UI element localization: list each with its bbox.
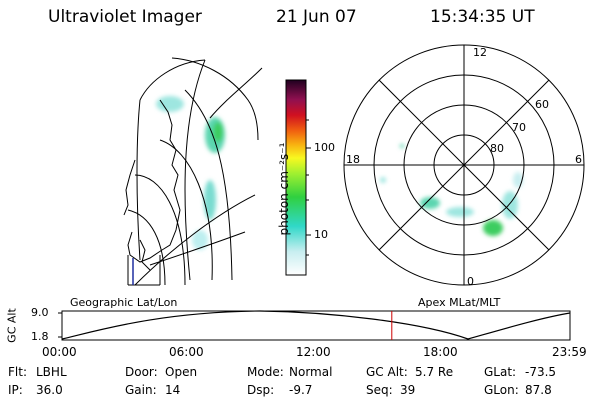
coastline [123,159,136,216]
mlt-label-12: 12 [473,46,487,59]
time-label: 15:34:35 UT [430,7,535,27]
colorbar-unit-label: photon cm⁻²s⁻¹ [277,142,291,236]
lat-curve [139,59,206,101]
info-gain-label: Gain: [125,383,157,397]
info-flt-label: Flt: [8,365,27,379]
date-label: 21 Jun 07 [276,7,357,27]
geo-panel-title: Geographic Lat/Lon [70,296,178,309]
lat-curve [184,89,233,281]
polar-plot [343,44,585,286]
info-seq-label: Seq: [366,383,393,397]
x-tick-2359: 23:59 [552,345,587,359]
aurora-emission-polar [380,144,523,236]
lon-curve [134,194,256,286]
info-mode-value: Normal [289,365,333,379]
instrument-title: Ultraviolet Imager [48,7,202,27]
x-tick-1800: 18:00 [423,345,458,359]
x-tick-0600: 06:00 [169,345,204,359]
info-dsp-value: -9.7 [289,383,313,397]
mlt-label-0: 0 [467,275,474,288]
lat-curve [171,57,259,141]
colorbar [285,79,311,276]
y-tick-1-8: 1.8 [31,330,49,343]
info-gcalt-value: 5.7 Re [415,365,454,379]
info-glat-label: GLat: [484,365,517,379]
mlt-label-18: 18 [346,153,360,166]
lat-curve [134,174,186,286]
lon-curve [209,67,263,119]
info-ip-label: IP: [8,383,23,397]
info-seq-value: 39 [400,383,416,397]
altitude-curve [61,310,571,340]
info-glon-label: GLon: [484,383,519,397]
lat-curve [127,209,166,286]
x-tick-1200: 12:00 [296,345,331,359]
altitude-panel [58,310,571,341]
info-gain-value: 14 [165,383,181,397]
coastline [127,99,181,263]
y-tick-9: 9.0 [31,306,49,319]
apex-panel-title: Apex MLat/MLT [418,296,501,309]
info-door-label: Door: [125,365,158,379]
info-glat-value: -73.5 [525,365,557,379]
info-flt-value: LBHL [36,365,67,379]
info-glon-value: 87.8 [525,383,552,397]
lon-curve [184,59,206,281]
colorbar-tick-100: 100 [314,141,335,154]
lat-label-60: 60 [535,98,549,111]
info-dsp-label: Dsp: [247,383,275,397]
mlt-label-6: 6 [575,153,582,166]
y-axis-label: GC Alt [5,308,19,343]
lat-label-70: 70 [512,121,526,134]
aurora-emission-geo [156,96,225,250]
colorbar-tick-10: 10 [314,228,328,241]
info-mode-label: Mode: [247,365,284,379]
geographic-map [123,57,263,286]
info-door-value: Open [165,365,198,379]
info-ip-value: 36.0 [36,383,63,397]
lat-label-80: 80 [490,142,504,155]
x-tick-0000: 00:00 [42,345,77,359]
lat-curve [159,139,213,281]
info-gcalt-label: GC Alt: [366,365,408,379]
coastline [139,239,151,271]
mlt-diag [378,79,550,251]
lon-curve [136,99,141,261]
